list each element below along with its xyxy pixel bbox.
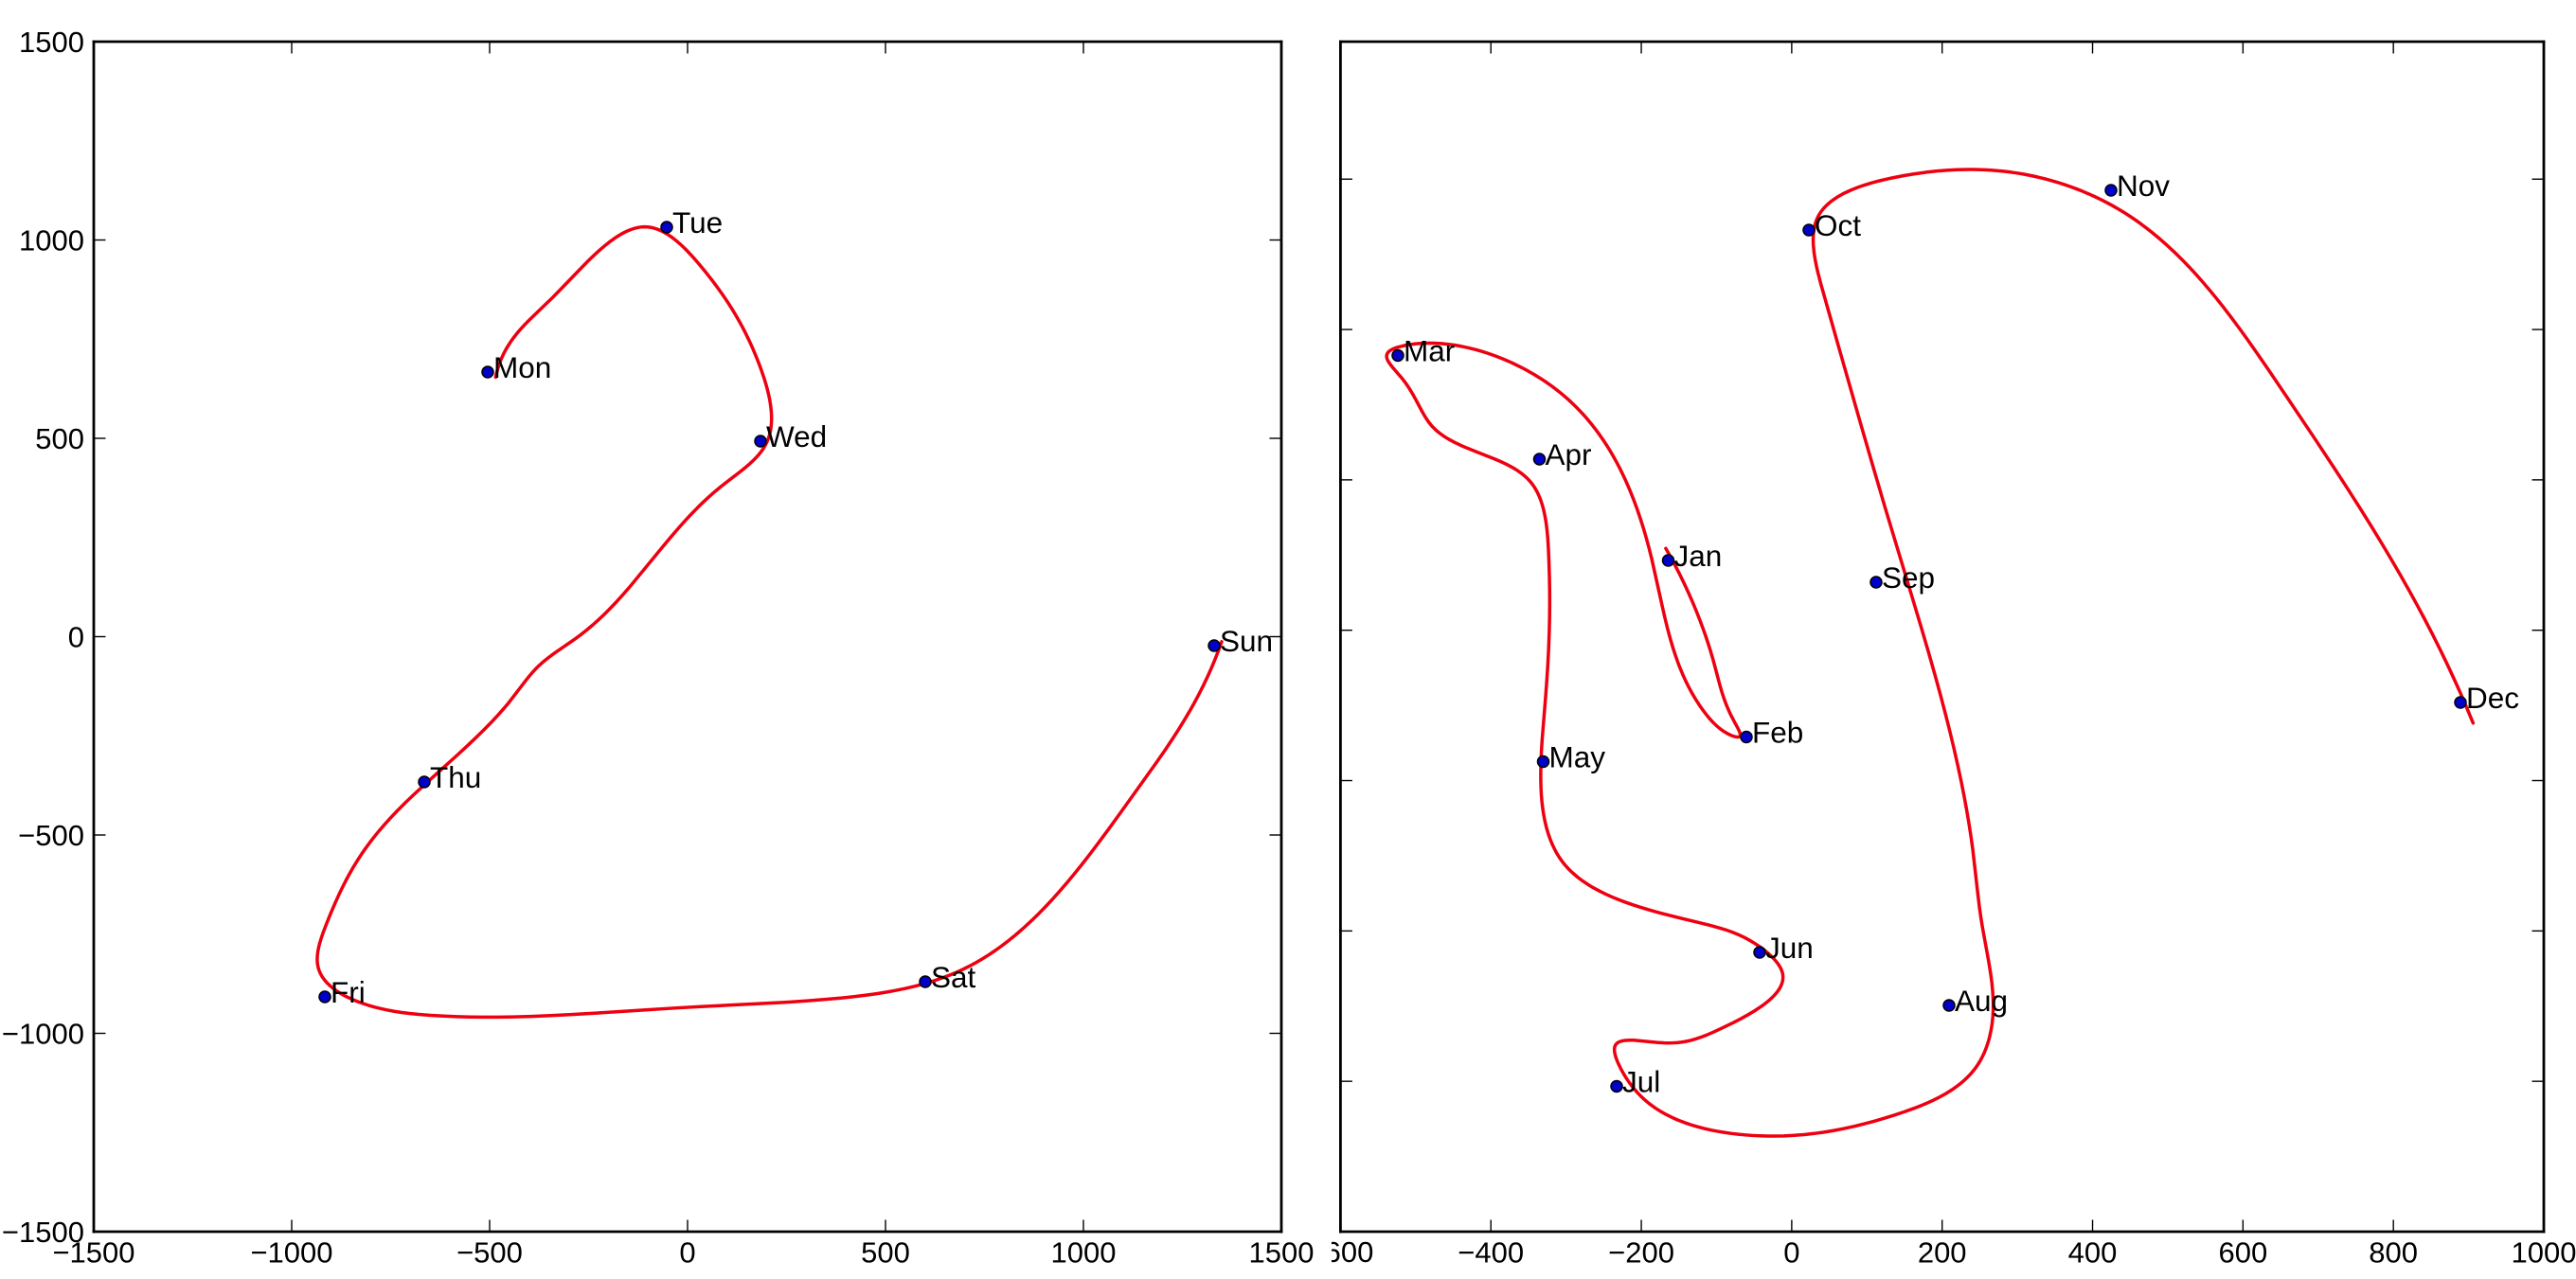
svg-text:500: 500 [861,1235,910,1269]
svg-text:−1000: −1000 [2,1018,84,1051]
svg-text:0: 0 [679,1235,695,1269]
svg-text:Dec: Dec [2466,681,2519,715]
svg-text:Aug: Aug [1955,984,2008,1018]
svg-text:Oct: Oct [1815,208,1861,242]
svg-text:−1000: −1000 [250,1235,332,1269]
svg-text:Mar: Mar [1404,334,1455,368]
svg-text:Nov: Nov [2117,169,2170,203]
svg-text:1500: 1500 [1249,1235,1315,1269]
svg-text:1000: 1000 [19,224,84,258]
svg-text:400: 400 [2068,1235,2118,1269]
svg-text:−1500: −1500 [52,1235,134,1269]
svg-text:−500: −500 [18,819,84,852]
svg-text:Thu: Thu [430,760,481,794]
svg-text:600: 600 [1325,1235,1374,1269]
svg-text:Sun: Sun [1220,624,1273,658]
svg-text:800: 800 [2369,1235,2418,1269]
svg-text:−200: −200 [1608,1235,1674,1269]
svg-text:0: 0 [1783,1235,1799,1269]
svg-text:−500: −500 [456,1235,523,1269]
svg-text:Apr: Apr [1546,437,1592,471]
svg-text:1500: 1500 [19,26,84,59]
svg-text:Jul: Jul [1622,1065,1660,1099]
svg-text:0: 0 [68,621,84,654]
svg-text:−1500: −1500 [2,1216,84,1249]
svg-text:1000: 1000 [1051,1235,1117,1269]
svg-text:Feb: Feb [1752,716,1803,750]
svg-text:Fri: Fri [331,975,366,1009]
svg-text:Tue: Tue [672,205,723,240]
svg-text:500: 500 [35,422,84,455]
svg-text:Sep: Sep [1882,560,1935,595]
svg-text:Mon: Mon [493,350,551,384]
svg-text:Jun: Jun [1765,931,1814,965]
svg-text:600: 600 [2218,1235,2267,1269]
svg-text:Wed: Wed [766,419,827,453]
svg-text:Sat: Sat [931,960,976,994]
svg-text:Jan: Jan [1674,539,1723,573]
svg-text:200: 200 [1918,1235,1967,1269]
svg-text:1000: 1000 [2512,1235,2576,1269]
svg-text:May: May [1549,740,1606,774]
svg-text:−400: −400 [1458,1235,1524,1269]
